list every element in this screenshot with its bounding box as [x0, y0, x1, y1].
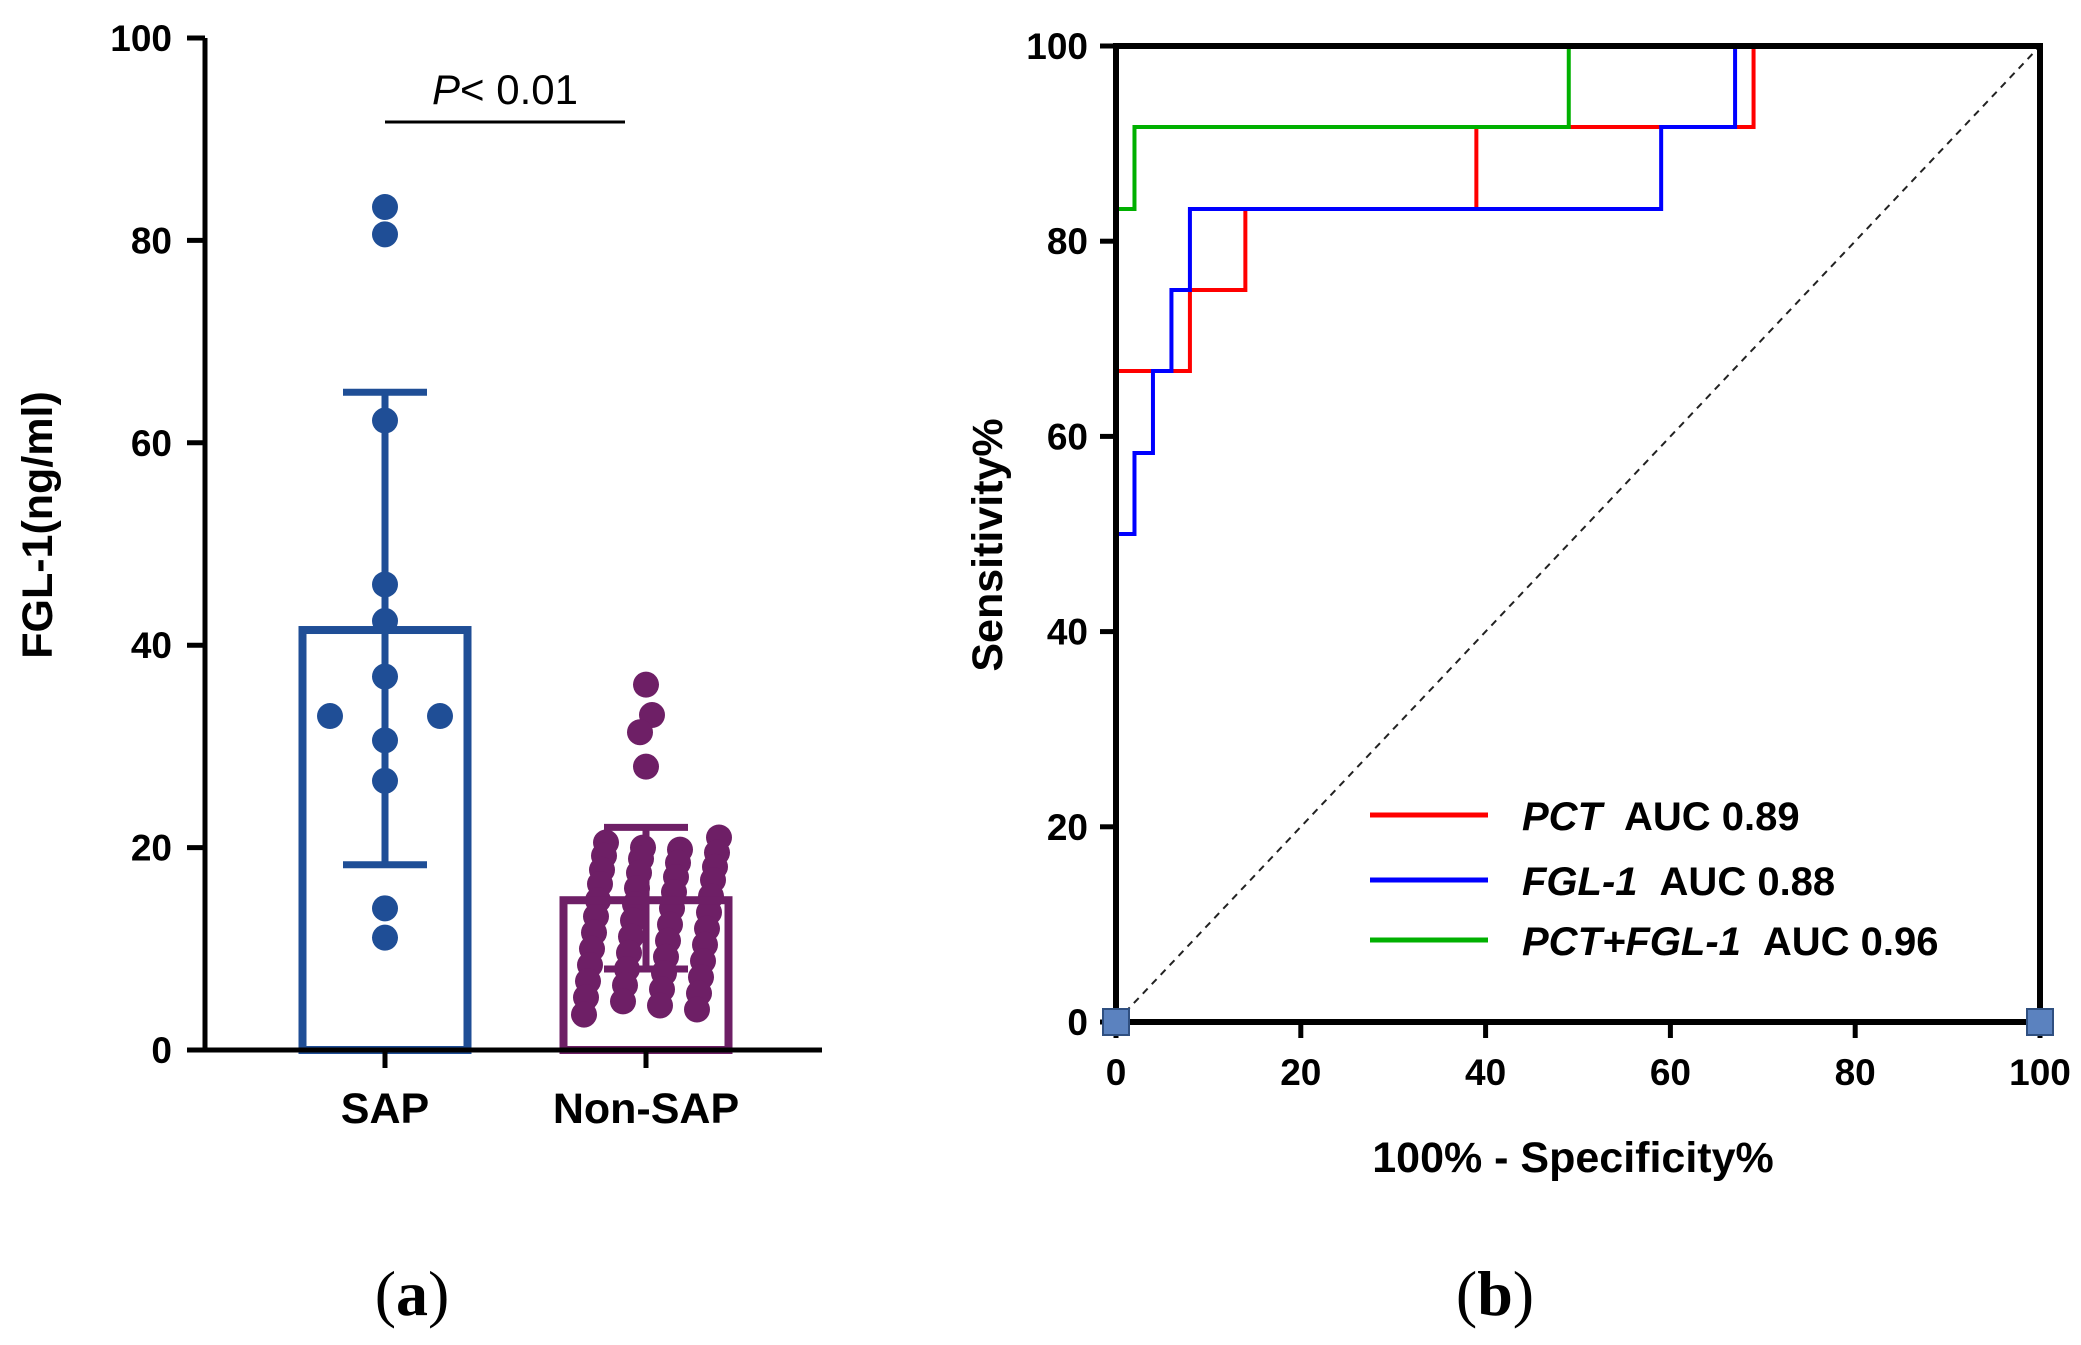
category-label: SAP [341, 1085, 429, 1133]
curve-endpoint-marker [1102, 1008, 1130, 1036]
panel-b-y-axis-label: Sensitivity% [964, 418, 1012, 671]
panel-b-x-axis-label: 100% - Specificity% [1372, 1134, 1774, 1182]
legend-auc: AUC 0.88 [1660, 860, 1836, 904]
panel-a-x-ticks: SAP Non-SAP [341, 1050, 739, 1133]
data-point-sap [372, 895, 398, 922]
legend-entry: FGL-1 AUC 0.88 [1522, 860, 1835, 904]
data-point-sap [372, 194, 398, 221]
category-label: Non-SAP [553, 1085, 739, 1133]
legend-entry: PCT AUC 0.89 [1522, 795, 1800, 839]
panel-b-x-ticks: 0 20 40 60 80 100 [1106, 1022, 2071, 1093]
x-tick-label: 0 [1106, 1052, 1127, 1093]
x-tick-label: 40 [1465, 1052, 1506, 1093]
panel-a-y-axis-label: FGL-1(ng/ml) [14, 391, 62, 659]
x-tick-label: 60 [1650, 1052, 1691, 1093]
x-tick-label: 80 [1835, 1052, 1876, 1093]
p-symbol: P [432, 66, 460, 113]
legend-auc: AUC 0.96 [1763, 920, 1939, 964]
y-tick-label: 100 [1026, 26, 1088, 67]
legend-entry: PCT+FGL-1 AUC 0.96 [1522, 920, 1939, 964]
y-tick-label: 0 [1067, 1002, 1088, 1043]
reference-diagonal [1115, 45, 2041, 1023]
data-point-sap [317, 703, 343, 730]
panel-a-label: (a) [375, 1258, 450, 1329]
y-tick-label: 80 [131, 220, 172, 261]
panel-a: 0 20 40 60 80 100 SAP Non-SAP FGL-1(ng/ml) P< … [14, 18, 822, 1329]
panel-b: 0 20 40 60 80 100 0 20 40 60 80 100 PCT AUC 0.89 FGL… [964, 26, 2071, 1329]
y-tick-label: 0 [151, 1030, 172, 1071]
y-tick-label: 40 [1047, 612, 1088, 653]
curve-endpoint-marker [2026, 1008, 2054, 1036]
data-point-non-sap [571, 1001, 597, 1028]
y-tick-label: 60 [131, 423, 172, 464]
x-tick-label: 20 [1280, 1052, 1321, 1093]
panel-b-y-ticks: 0 20 40 60 80 100 [1026, 26, 1116, 1043]
legend-series-name: PCT+FGL-1 [1522, 920, 1741, 964]
data-point-non-sap [627, 719, 653, 746]
y-tick-label: 60 [1047, 416, 1088, 457]
panel-b-endpoints [1102, 1008, 2054, 1036]
data-point-sap [372, 924, 398, 951]
data-point-non-sap [633, 671, 659, 698]
data-point-sap [427, 703, 453, 730]
significance-annotation: P< 0.01 [432, 66, 578, 113]
y-tick-label: 20 [131, 828, 172, 869]
data-point-non-sap [647, 992, 673, 1019]
legend: PCT AUC 0.89 FGL-1 AUC 0.88 PCT+FGL-1 AUC 0.9… [1370, 795, 1939, 964]
p-threshold: < 0.01 [460, 66, 578, 113]
y-tick-label: 20 [1047, 807, 1088, 848]
y-tick-label: 80 [1047, 221, 1088, 262]
data-point-non-sap [684, 996, 710, 1023]
legend-auc: AUC 0.89 [1624, 795, 1800, 839]
data-point-sap [372, 221, 398, 248]
panel-a-y-ticks: 0 20 40 60 80 100 [110, 18, 205, 1071]
y-tick-label: 40 [131, 625, 172, 666]
data-point-non-sap [633, 753, 659, 780]
data-point-non-sap [610, 988, 636, 1015]
panel-b-plot-frame [1113, 43, 2043, 1025]
x-tick-label: 100 [2009, 1052, 2071, 1093]
legend-series-name: FGL-1 [1522, 860, 1638, 904]
legend-series-name: PCT [1522, 795, 1606, 839]
panel-b-label: (b) [1456, 1258, 1534, 1329]
roc-curve-fgl-1 [1114, 44, 2040, 1022]
roc-curve-pct [1114, 44, 2040, 1022]
y-tick-label: 100 [110, 18, 172, 59]
